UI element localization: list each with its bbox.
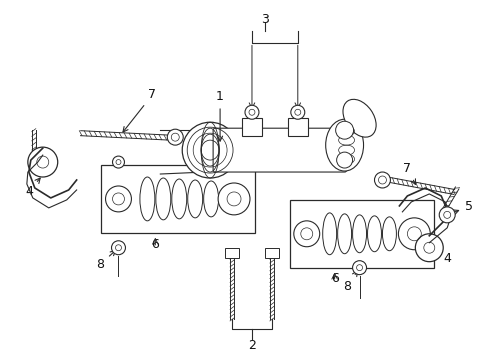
Text: 7: 7 [122, 88, 156, 132]
Ellipse shape [337, 214, 351, 254]
Text: 5: 5 [449, 200, 472, 215]
Text: 7: 7 [403, 162, 415, 184]
Ellipse shape [182, 122, 238, 178]
Circle shape [111, 241, 125, 255]
Circle shape [218, 183, 249, 215]
Text: 4: 4 [25, 178, 40, 198]
FancyBboxPatch shape [213, 128, 346, 172]
Circle shape [374, 172, 389, 188]
Ellipse shape [322, 213, 336, 255]
Text: 6: 6 [330, 271, 338, 285]
FancyBboxPatch shape [264, 248, 278, 258]
Text: 6: 6 [151, 238, 159, 251]
Circle shape [352, 261, 366, 275]
Text: 3: 3 [261, 13, 268, 26]
Text: 4: 4 [432, 252, 450, 265]
Ellipse shape [342, 99, 375, 137]
Bar [289, 200, 433, 268]
Ellipse shape [382, 217, 396, 251]
Circle shape [336, 152, 352, 168]
Ellipse shape [187, 180, 202, 218]
Circle shape [167, 129, 183, 145]
Ellipse shape [140, 177, 155, 221]
Ellipse shape [171, 179, 186, 219]
Ellipse shape [325, 119, 363, 171]
Text: 1: 1 [216, 90, 224, 141]
Bar [101, 165, 254, 233]
FancyBboxPatch shape [242, 118, 262, 136]
Circle shape [438, 207, 454, 223]
Text: 8: 8 [96, 251, 115, 271]
Circle shape [335, 121, 353, 139]
Text: 8: 8 [343, 271, 357, 293]
Circle shape [28, 147, 58, 177]
Ellipse shape [156, 178, 170, 220]
Circle shape [244, 105, 259, 119]
Circle shape [293, 221, 319, 247]
Ellipse shape [367, 216, 381, 252]
Circle shape [414, 234, 442, 262]
FancyBboxPatch shape [224, 248, 239, 258]
Circle shape [105, 186, 131, 212]
FancyBboxPatch shape [287, 118, 307, 136]
Ellipse shape [352, 215, 366, 253]
Ellipse shape [203, 181, 218, 217]
Circle shape [398, 218, 429, 250]
Circle shape [290, 105, 304, 119]
Circle shape [112, 156, 124, 168]
Text: 2: 2 [247, 339, 255, 352]
